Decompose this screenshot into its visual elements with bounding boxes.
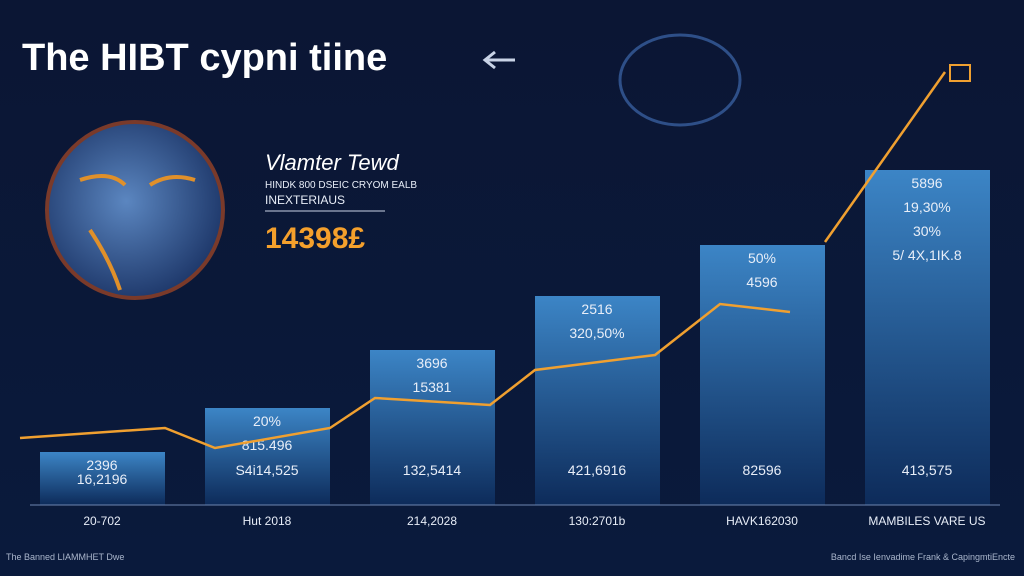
title: The HIBT cypni tiine [22, 37, 387, 79]
arrow-icon [482, 50, 515, 70]
bar-label: 2396 [86, 457, 117, 473]
bar-label: 20% [253, 413, 281, 429]
panel-title: Vlamter Tewd [265, 150, 399, 175]
portrait-detail [79, 174, 196, 291]
bar-label: 5896 [911, 175, 942, 191]
bar-label: 413,575 [902, 462, 953, 478]
bar-footer: Hut 2018 [243, 514, 292, 528]
trend-line [19, 71, 947, 450]
bar [205, 408, 330, 505]
bar-label: 2516 [581, 301, 612, 317]
bar-label: 30% [913, 223, 941, 239]
bar-label: S4i14,525 [235, 462, 298, 478]
bar-label: 132,5414 [403, 462, 462, 478]
bar-label: 5/ 4X,1IK.8 [892, 247, 961, 263]
panel-line: INEXTERIAUS [265, 193, 345, 207]
bar-footer: 214,2028 [407, 514, 457, 528]
panel-amount: 14398£ [265, 222, 365, 255]
bar-footer: HAVK162030 [726, 514, 798, 528]
bar-footer: 20-702 [83, 514, 121, 528]
bar-label: 3696 [416, 355, 447, 371]
bar [370, 350, 495, 505]
bar-label: 15381 [413, 379, 452, 395]
bar-label: 421,6916 [568, 462, 627, 478]
footer-left: The Banned LIAMMHET Dwe [6, 552, 124, 562]
bar-label: 4596 [746, 274, 777, 290]
bar-label: 19,30% [903, 199, 950, 215]
bar [865, 170, 990, 505]
bar-footer: 130:2701b [569, 514, 626, 528]
bar-label: 50% [748, 250, 776, 266]
bar [535, 296, 660, 505]
bar-label: 320,50% [569, 325, 624, 341]
panel-line: HINDK 800 DSEIC CRYOM EALB [265, 180, 417, 191]
bar-footer: MAMBILES VARE US [868, 514, 985, 528]
bar-label: 82596 [743, 462, 782, 478]
decor-face [618, 33, 742, 127]
footer-right: Bancd Ise Ienvadime Frank & CapingmtiEnc… [831, 552, 1015, 562]
bar-label: 16,2196 [77, 471, 128, 487]
bar [700, 245, 825, 505]
badge [949, 64, 971, 82]
portrait [45, 120, 225, 300]
bar [40, 452, 165, 505]
